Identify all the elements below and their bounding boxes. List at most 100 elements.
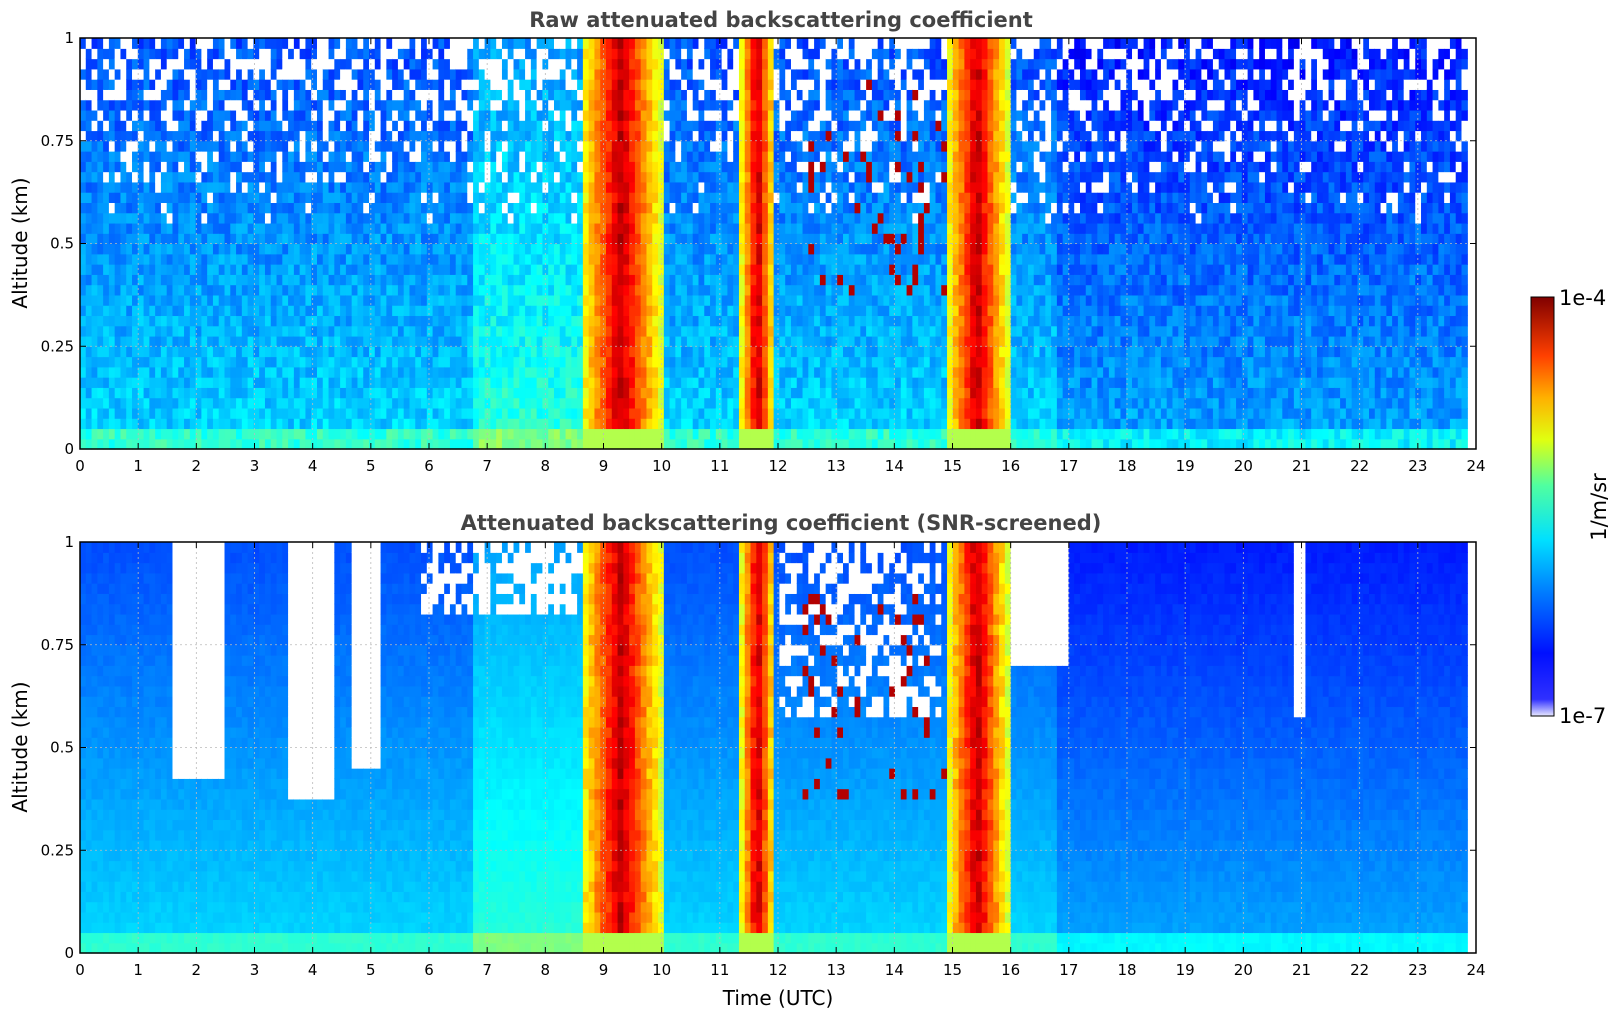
heatmap-cell — [161, 48, 167, 59]
heatmap-cell — [300, 38, 306, 49]
heatmap-cell — [404, 89, 410, 100]
heatmap-cell — [797, 326, 803, 337]
heatmap-cell — [623, 120, 629, 131]
heatmap-cell — [282, 346, 288, 357]
heatmap-cell — [398, 336, 404, 347]
heatmap-cell — [155, 120, 161, 131]
heatmap-cell — [444, 408, 450, 419]
heatmap-cell — [132, 161, 138, 172]
heatmap-cell — [756, 285, 762, 296]
heatmap-cell — [230, 182, 236, 193]
heatmap-cell — [485, 38, 491, 49]
heatmap-cell — [381, 69, 387, 80]
heatmap-cell — [791, 38, 797, 49]
heatmap-cell — [670, 398, 676, 409]
heatmap-cell — [375, 326, 381, 337]
heatmap-cell — [375, 408, 381, 419]
heatmap-cell — [282, 161, 288, 172]
heatmap-cell — [207, 130, 213, 141]
heatmap-cell — [652, 346, 658, 357]
heatmap-cell — [519, 387, 525, 398]
heatmap-cell — [629, 213, 635, 224]
heatmap-cell — [716, 202, 722, 213]
heatmap-cell — [433, 305, 439, 316]
heatmap-cell — [519, 398, 525, 409]
heatmap-cell — [230, 274, 236, 285]
heatmap-cell — [381, 387, 387, 398]
heatmap-cell — [479, 439, 485, 450]
heatmap-cell — [473, 69, 479, 80]
heatmap-cell — [184, 130, 190, 141]
heatmap-cell — [311, 305, 317, 316]
heatmap-cell — [178, 59, 184, 70]
heatmap-cell — [438, 223, 444, 234]
heatmap-cell — [514, 151, 520, 162]
heatmap-cell — [115, 172, 121, 183]
heatmap-cell — [531, 120, 537, 131]
heatmap-cell — [554, 89, 560, 100]
heatmap-cell — [178, 295, 184, 306]
heatmap-cell — [473, 172, 479, 183]
heatmap-cell — [97, 244, 103, 255]
heatmap-cell — [109, 357, 115, 368]
heatmap-cell — [172, 428, 178, 439]
heatmap-cell — [629, 233, 635, 244]
heatmap-cell — [288, 377, 294, 388]
heatmap-cell — [317, 254, 323, 265]
heatmap-cell — [681, 377, 687, 388]
heatmap-cell — [768, 264, 774, 275]
heatmap-cell — [190, 326, 196, 337]
heatmap-cell — [710, 38, 716, 49]
heatmap-cell — [97, 315, 103, 326]
heatmap-cell — [236, 285, 242, 296]
heatmap-cell — [670, 274, 676, 285]
heatmap-cell — [300, 59, 306, 70]
heatmap-cell — [467, 285, 473, 296]
heatmap-cell — [698, 130, 704, 141]
heatmap-cell — [739, 439, 745, 450]
heatmap-cell — [398, 305, 404, 316]
heatmap-cell — [149, 100, 155, 111]
heatmap-cell — [768, 233, 774, 244]
heatmap-cell — [716, 79, 722, 90]
heatmap-cell — [340, 141, 346, 152]
heatmap-cell — [560, 213, 566, 224]
heatmap-cell — [178, 202, 184, 213]
heatmap-cell — [519, 439, 525, 450]
heatmap-cell — [756, 182, 762, 193]
heatmap-cell — [317, 336, 323, 347]
heatmap-cell — [103, 182, 109, 193]
heatmap-cell — [219, 233, 225, 244]
heatmap-cell — [716, 336, 722, 347]
heatmap-cell — [421, 264, 427, 275]
heatmap-cell — [698, 346, 704, 357]
heatmap-cell — [357, 387, 363, 398]
heatmap-cell — [519, 48, 525, 59]
heatmap-cell — [109, 59, 115, 70]
heatmap-cell — [762, 100, 768, 111]
heatmap-cell — [259, 418, 265, 429]
heatmap-cell — [398, 130, 404, 141]
heatmap-cell — [583, 223, 589, 234]
heatmap-cell — [762, 377, 768, 388]
heatmap-cell — [519, 38, 525, 49]
heatmap-cell — [207, 69, 213, 80]
heatmap-cell — [768, 254, 774, 265]
heatmap-cell — [594, 264, 600, 275]
heatmap-cell — [375, 100, 381, 111]
heatmap-cell — [126, 100, 132, 111]
heatmap-cell — [144, 141, 150, 152]
heatmap-cell — [623, 367, 629, 378]
heatmap-cell — [768, 151, 774, 162]
heatmap-cell — [739, 192, 745, 203]
heatmap-cell — [184, 439, 190, 450]
heatmap-cell — [109, 305, 115, 316]
heatmap-cell — [161, 182, 167, 193]
heatmap-cell — [346, 213, 352, 224]
heatmap-cell — [120, 305, 126, 316]
heatmap-cell — [433, 89, 439, 100]
heatmap-cell — [785, 357, 791, 368]
heatmap-cell — [797, 141, 803, 152]
heatmap-cell — [646, 346, 652, 357]
heatmap-cell — [201, 315, 207, 326]
